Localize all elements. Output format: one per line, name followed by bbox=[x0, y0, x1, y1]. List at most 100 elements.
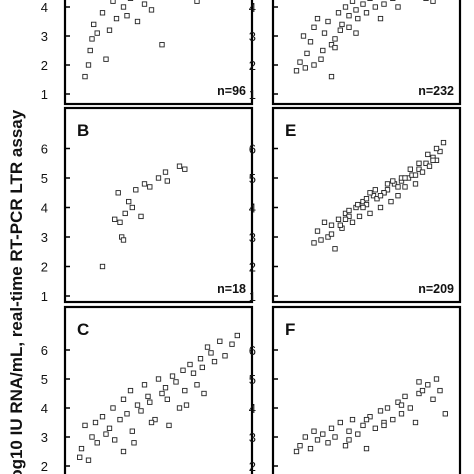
data-point bbox=[134, 402, 141, 408]
data-point bbox=[355, 201, 361, 208]
data-point bbox=[293, 68, 300, 74]
panel-letter: C bbox=[77, 320, 89, 339]
data-point bbox=[85, 457, 92, 463]
data-point bbox=[430, 157, 436, 163]
data-point bbox=[311, 428, 317, 434]
data-point bbox=[199, 364, 205, 371]
data-point bbox=[159, 390, 165, 397]
data-point bbox=[320, 47, 326, 54]
y-tick-label: 5 bbox=[41, 372, 48, 387]
data-point bbox=[187, 361, 193, 368]
data-point bbox=[426, 163, 433, 169]
data-point bbox=[425, 151, 431, 158]
data-point bbox=[77, 454, 83, 460]
data-point bbox=[328, 425, 335, 431]
data-point bbox=[372, 4, 378, 10]
data-point bbox=[337, 27, 343, 33]
panel-letter: B bbox=[77, 121, 89, 140]
data-point bbox=[367, 210, 373, 217]
data-point bbox=[381, 422, 387, 429]
data-point bbox=[328, 231, 335, 237]
data-point bbox=[342, 4, 349, 10]
data-point bbox=[318, 56, 324, 62]
data-point bbox=[360, 198, 366, 205]
data-point bbox=[390, 178, 396, 184]
data-point bbox=[423, 160, 429, 166]
data-point bbox=[363, 416, 370, 423]
data-point bbox=[129, 428, 135, 434]
data-point bbox=[82, 422, 88, 429]
data-point bbox=[166, 422, 172, 429]
data-point bbox=[437, 148, 443, 155]
y-tick-label: 2 bbox=[41, 58, 48, 73]
y-tick-label: 4 bbox=[249, 401, 256, 416]
data-point bbox=[152, 416, 158, 423]
data-point bbox=[120, 396, 127, 402]
data-point bbox=[141, 382, 148, 388]
data-point bbox=[194, 382, 200, 388]
data-point bbox=[120, 448, 127, 455]
data-point bbox=[346, 24, 352, 30]
data-point bbox=[355, 15, 361, 22]
data-point bbox=[182, 166, 188, 172]
y-tick-label: 2 bbox=[41, 260, 48, 275]
data-point bbox=[353, 7, 359, 13]
data-point bbox=[297, 59, 303, 65]
data-point bbox=[112, 216, 118, 222]
data-point bbox=[194, 0, 200, 4]
panel-letter: F bbox=[285, 320, 295, 339]
y-tick-label: 2 bbox=[249, 459, 256, 474]
data-point bbox=[353, 30, 359, 36]
data-point bbox=[145, 393, 151, 400]
data-point bbox=[180, 367, 186, 373]
data-point bbox=[398, 402, 405, 408]
data-point bbox=[416, 390, 422, 397]
data-point bbox=[325, 440, 331, 446]
data-point bbox=[349, 416, 356, 423]
n-label: n=96 bbox=[217, 84, 246, 98]
data-point bbox=[390, 416, 396, 423]
data-point bbox=[346, 207, 352, 214]
data-point bbox=[110, 0, 116, 4]
data-point bbox=[395, 4, 401, 10]
data-point bbox=[87, 47, 93, 54]
points-b bbox=[99, 163, 188, 270]
data-point bbox=[110, 405, 116, 411]
data-point bbox=[127, 0, 134, 1]
y-tick-label: 3 bbox=[41, 230, 48, 245]
panel-d: 1 2 3 4 n=232 bbox=[249, 0, 462, 106]
data-point bbox=[307, 445, 314, 452]
data-point bbox=[307, 39, 314, 45]
data-point bbox=[99, 414, 106, 420]
data-point bbox=[346, 13, 352, 19]
data-point bbox=[141, 1, 148, 7]
data-point bbox=[302, 65, 308, 71]
data-point bbox=[164, 396, 170, 402]
y-tick-label: 4 bbox=[249, 201, 256, 216]
data-point bbox=[112, 437, 118, 443]
data-point bbox=[113, 15, 120, 22]
data-point bbox=[190, 370, 197, 376]
data-point bbox=[346, 428, 352, 434]
y-tick-label: 3 bbox=[249, 29, 256, 44]
y-tick-label: 2 bbox=[249, 260, 256, 275]
data-point bbox=[363, 10, 370, 16]
y-tick-label: 5 bbox=[249, 171, 256, 186]
data-point bbox=[122, 210, 128, 217]
data-point bbox=[91, 21, 97, 28]
data-point bbox=[304, 50, 310, 57]
data-point bbox=[367, 190, 373, 196]
data-point bbox=[433, 145, 440, 152]
data-point bbox=[372, 187, 378, 193]
data-point bbox=[360, 204, 366, 211]
data-point bbox=[349, 219, 356, 225]
data-point bbox=[314, 228, 321, 234]
data-point bbox=[339, 21, 345, 28]
data-point bbox=[349, 0, 356, 4]
data-point bbox=[229, 341, 235, 347]
data-point bbox=[117, 416, 123, 423]
data-point bbox=[332, 434, 338, 440]
data-point bbox=[377, 204, 384, 211]
data-point bbox=[162, 385, 169, 391]
